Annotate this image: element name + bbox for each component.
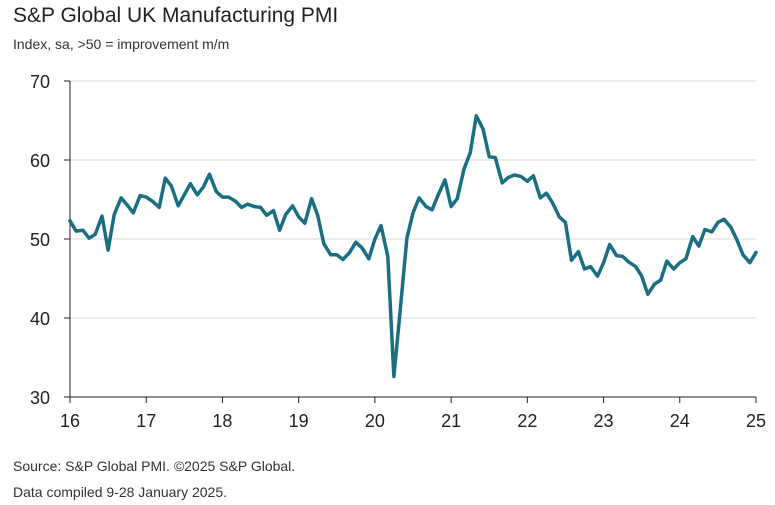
x-tick-label: 18	[212, 411, 232, 431]
pmi-line-chart: 30 40 50 60 70 16 17 18 19 20 21 22 23 24 25	[30, 72, 766, 431]
compiled-note: Data compiled 9-28 January 2025.	[13, 484, 228, 500]
x-tick-label: 22	[517, 411, 537, 431]
x-tick-label: 25	[746, 411, 766, 431]
x-tick-label: 19	[289, 411, 309, 431]
source-note: Source: S&P Global PMI. ©2025 S&P Global…	[13, 458, 296, 474]
x-tick-label: 16	[60, 411, 80, 431]
x-tick-label: 24	[670, 411, 690, 431]
chart-subtitle: Index, sa, >50 = improvement m/m	[13, 36, 230, 52]
chart-title: S&P Global UK Manufacturing PMI	[13, 4, 339, 27]
y-tick-label: 30	[30, 388, 50, 408]
x-tick-label: 17	[136, 411, 156, 431]
x-tick-label: 20	[365, 411, 385, 431]
y-tick-label: 60	[30, 151, 50, 171]
y-tick-label: 70	[30, 72, 50, 92]
y-tick-label: 50	[30, 230, 50, 250]
y-tick-label: 40	[30, 309, 50, 329]
pmi-series-line	[68, 114, 758, 379]
x-tick-label: 23	[594, 411, 614, 431]
x-tick-label: 21	[441, 411, 461, 431]
